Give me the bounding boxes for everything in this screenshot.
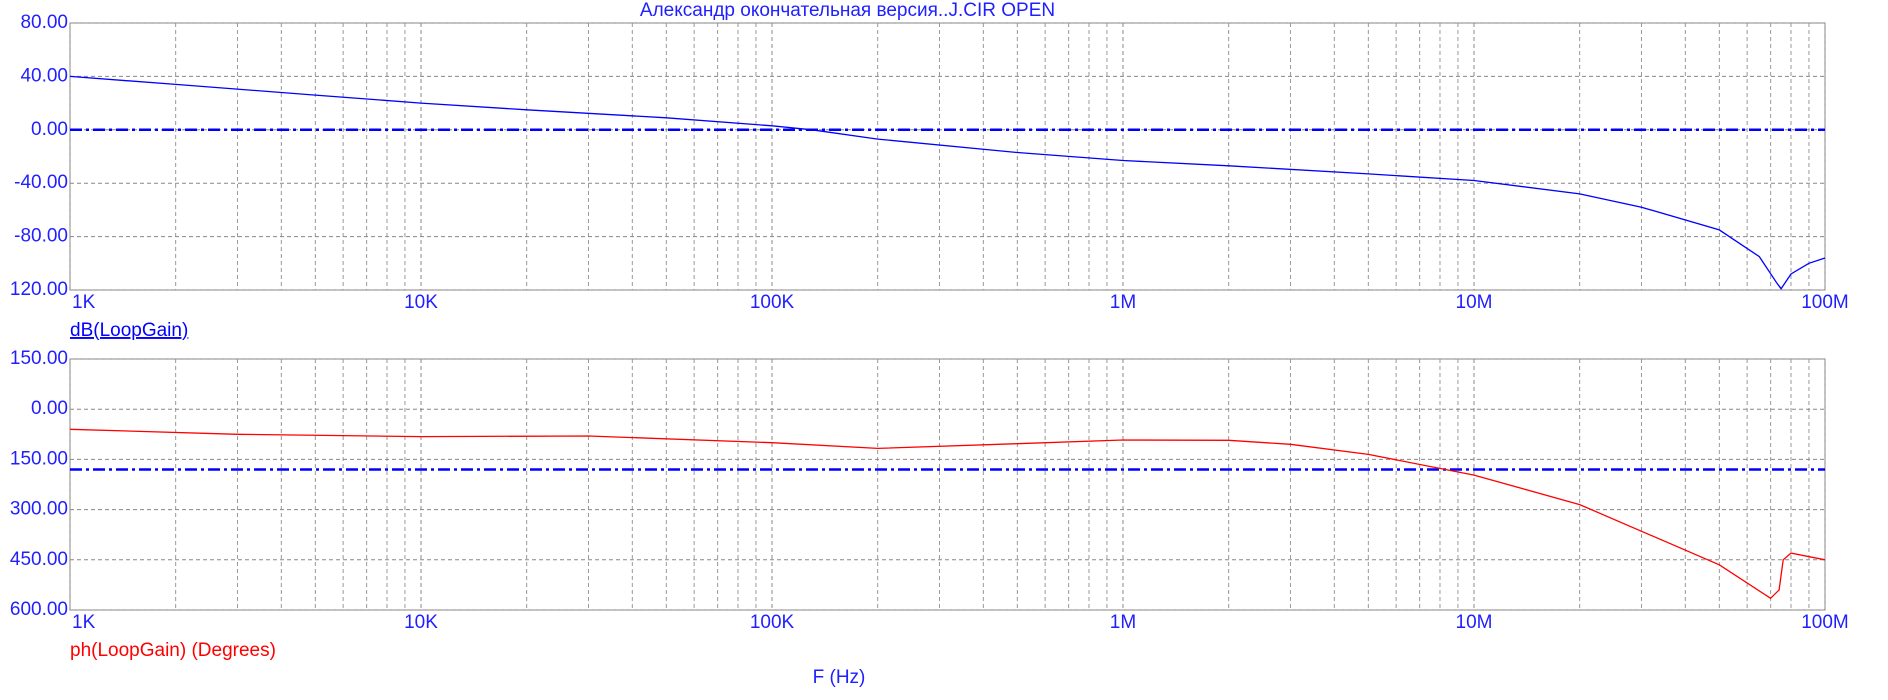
x-tick-label: 1M — [1110, 292, 1136, 313]
series-label: ph(LoopGain) (Degrees) — [70, 640, 276, 661]
plot-area — [69, 358, 1826, 611]
y-tick-label: 0.00 — [31, 398, 68, 419]
plot-area — [69, 22, 1826, 291]
y-tick-label: 450.00 — [10, 549, 68, 570]
data-line — [69, 75, 1826, 290]
x-tick-label: 1M — [1110, 612, 1136, 633]
x-tick-label: 10K — [404, 612, 438, 633]
x-tick-label: 100K — [750, 292, 795, 313]
y-tick-label: 120.00 — [10, 279, 68, 300]
x-tick-label: 100K — [750, 612, 795, 633]
y-tick-label: 600.00 — [10, 599, 68, 620]
y-tick-label: -40.00 — [14, 172, 68, 193]
series-label: dB(LoopGain) — [70, 320, 188, 341]
x-tick-label: 1K — [72, 292, 96, 313]
x-tick-label: 1K — [72, 612, 96, 633]
x-tick-label: 10M — [1456, 612, 1493, 633]
y-tick-label: 150.00 — [10, 348, 68, 369]
y-tick-label: 40.00 — [20, 65, 68, 86]
y-tick-label: 150.00 — [10, 448, 68, 469]
x-axis-label: F (Hz) — [813, 667, 866, 688]
chart-title: Александр окончательная версия..J.CIR OP… — [640, 0, 1055, 21]
x-tick-label: 100M — [1801, 612, 1849, 633]
y-tick-label: -80.00 — [14, 226, 68, 247]
y-tick-label: 80.00 — [20, 12, 68, 33]
x-tick-label: 100M — [1801, 292, 1849, 313]
y-tick-label: 300.00 — [10, 499, 68, 520]
data-line — [69, 428, 1826, 600]
y-tick-label: 0.00 — [31, 119, 68, 140]
x-tick-label: 10M — [1456, 292, 1493, 313]
x-tick-label: 10K — [404, 292, 438, 313]
